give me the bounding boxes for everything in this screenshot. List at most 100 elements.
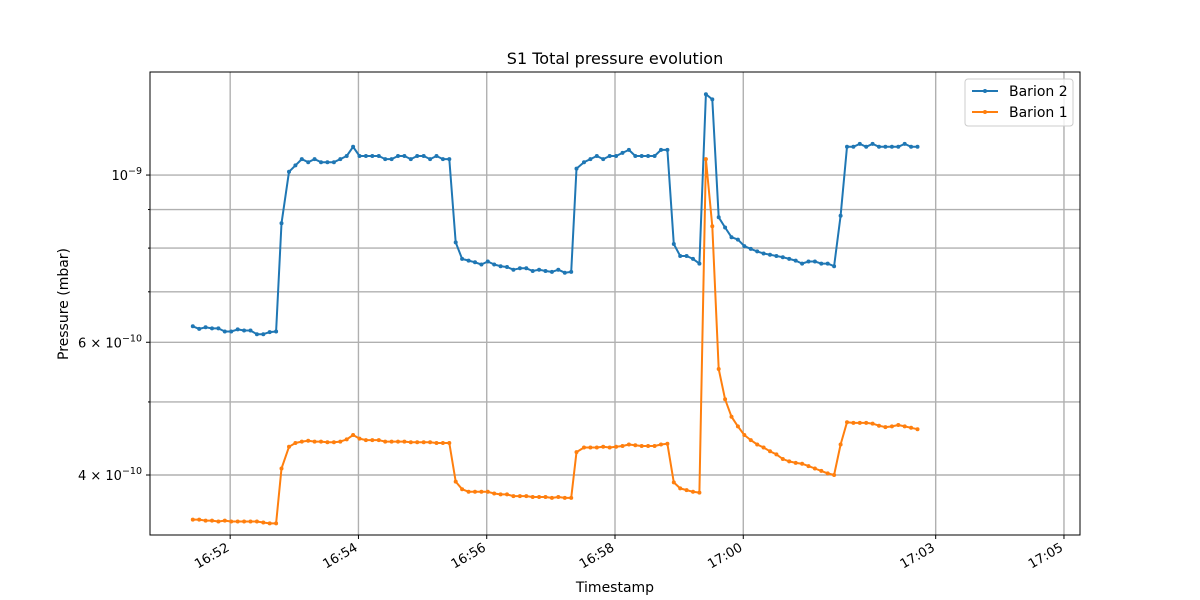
data-point (845, 420, 849, 425)
data-point (838, 442, 843, 447)
data-point (620, 150, 625, 155)
data-point (556, 267, 561, 272)
data-point (485, 259, 490, 264)
data-point (498, 264, 503, 269)
data-point (902, 424, 907, 429)
data-point (274, 329, 279, 334)
data-point (607, 154, 612, 158)
data-point (768, 449, 772, 454)
data-point (229, 519, 234, 524)
data-point (408, 157, 413, 162)
data-point (639, 444, 644, 448)
data-point (434, 441, 439, 445)
data-point (620, 444, 625, 448)
data-point (351, 144, 356, 149)
data-point (466, 489, 471, 494)
data-point (517, 266, 522, 271)
data-point (607, 445, 612, 450)
data-point (267, 521, 272, 526)
data-point (845, 144, 849, 149)
data-point (838, 213, 843, 218)
data-point (344, 154, 349, 158)
data-point (582, 160, 586, 165)
data-point (787, 256, 792, 261)
data-point (793, 460, 798, 465)
data-series (190, 92, 920, 526)
data-point (492, 262, 497, 267)
data-point (825, 471, 830, 476)
data-point (703, 92, 708, 97)
data-point (299, 157, 304, 162)
data-point (857, 141, 862, 146)
data-point (697, 490, 702, 495)
data-point (556, 495, 561, 499)
data-point (517, 494, 522, 499)
data-point (684, 488, 689, 493)
data-point (806, 464, 811, 469)
data-point (203, 518, 208, 523)
data-point (440, 157, 445, 162)
data-point (883, 425, 888, 430)
data-point (819, 261, 824, 266)
data-point (331, 160, 336, 165)
data-point (896, 144, 901, 149)
data-point (293, 441, 298, 445)
data-point (774, 452, 779, 457)
data-point (832, 473, 837, 477)
data-point (428, 157, 433, 162)
data-point (274, 521, 279, 526)
data-point (755, 442, 760, 447)
data-point (242, 328, 247, 333)
data-point (774, 254, 779, 258)
data-point (902, 141, 907, 146)
data-point (383, 439, 388, 444)
data-point (755, 249, 760, 254)
data-point (479, 262, 484, 267)
data-point (710, 224, 715, 229)
data-point (735, 424, 740, 429)
data-point (402, 154, 407, 158)
data-point (780, 255, 785, 260)
data-point (678, 486, 683, 491)
data-point (530, 495, 535, 499)
chart-title: S1 Total pressure evolution (507, 49, 723, 68)
data-point (800, 461, 805, 466)
data-point (344, 437, 349, 442)
legend: Barion 2 Barion 1 (964, 78, 1074, 127)
data-point (254, 519, 259, 524)
data-point (319, 160, 323, 165)
data-point (473, 260, 477, 265)
data-point (877, 144, 881, 149)
data-point (537, 495, 542, 499)
data-point (242, 519, 247, 524)
data-point (735, 237, 740, 242)
data-point (370, 438, 375, 443)
data-point (864, 144, 869, 149)
data-point (652, 154, 657, 158)
data-point (909, 144, 914, 149)
data-point (447, 441, 452, 445)
data-point (633, 154, 638, 158)
data-point (197, 517, 202, 522)
data-point (652, 444, 657, 448)
data-point (883, 144, 888, 149)
data-point (222, 329, 227, 334)
legend-label: Barion 1 (1009, 105, 1068, 121)
data-point (492, 491, 497, 496)
data-point (453, 240, 458, 245)
data-point (614, 154, 619, 158)
data-point (800, 261, 805, 266)
data-point (594, 154, 599, 158)
data-point (197, 326, 202, 331)
data-point (626, 442, 631, 447)
data-point (524, 494, 529, 499)
data-point (742, 433, 747, 437)
data-point (646, 444, 651, 448)
data-point (768, 252, 772, 257)
data-point (331, 440, 336, 445)
data-point (370, 154, 375, 158)
data-point (812, 259, 817, 264)
data-point (562, 270, 567, 275)
data-point (279, 466, 284, 471)
